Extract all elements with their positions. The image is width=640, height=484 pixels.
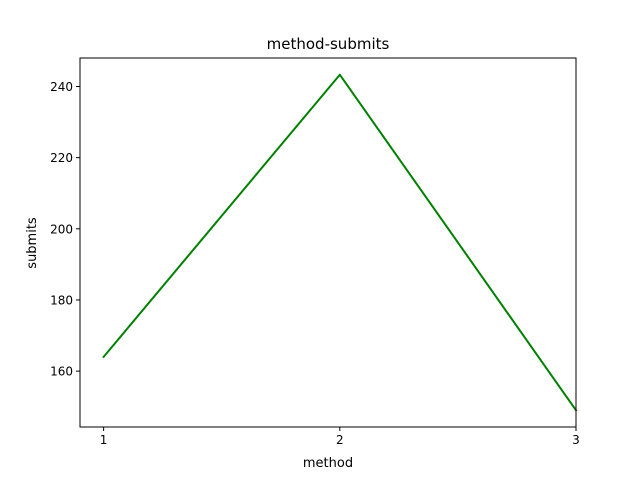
x-axis-label: method <box>303 456 353 471</box>
y-axis-label: submits <box>25 217 40 269</box>
series-line-0 <box>102 73 578 412</box>
x-tick-label: 2 <box>336 433 344 447</box>
axis-ticks: 1 2 3 160 180 200 220 240 <box>50 80 580 447</box>
plot-area-frame <box>79 57 577 428</box>
y-tick-label: 200 <box>50 222 73 236</box>
y-tick-label: 180 <box>50 293 73 307</box>
y-tick-label: 240 <box>50 80 73 94</box>
y-tick-label: 220 <box>50 151 73 165</box>
series-layer <box>102 73 578 412</box>
x-tick-label: 1 <box>100 433 108 447</box>
x-tick-label: 3 <box>572 433 580 447</box>
chart-title: method-submits <box>267 35 390 53</box>
y-tick-label: 160 <box>50 365 73 379</box>
